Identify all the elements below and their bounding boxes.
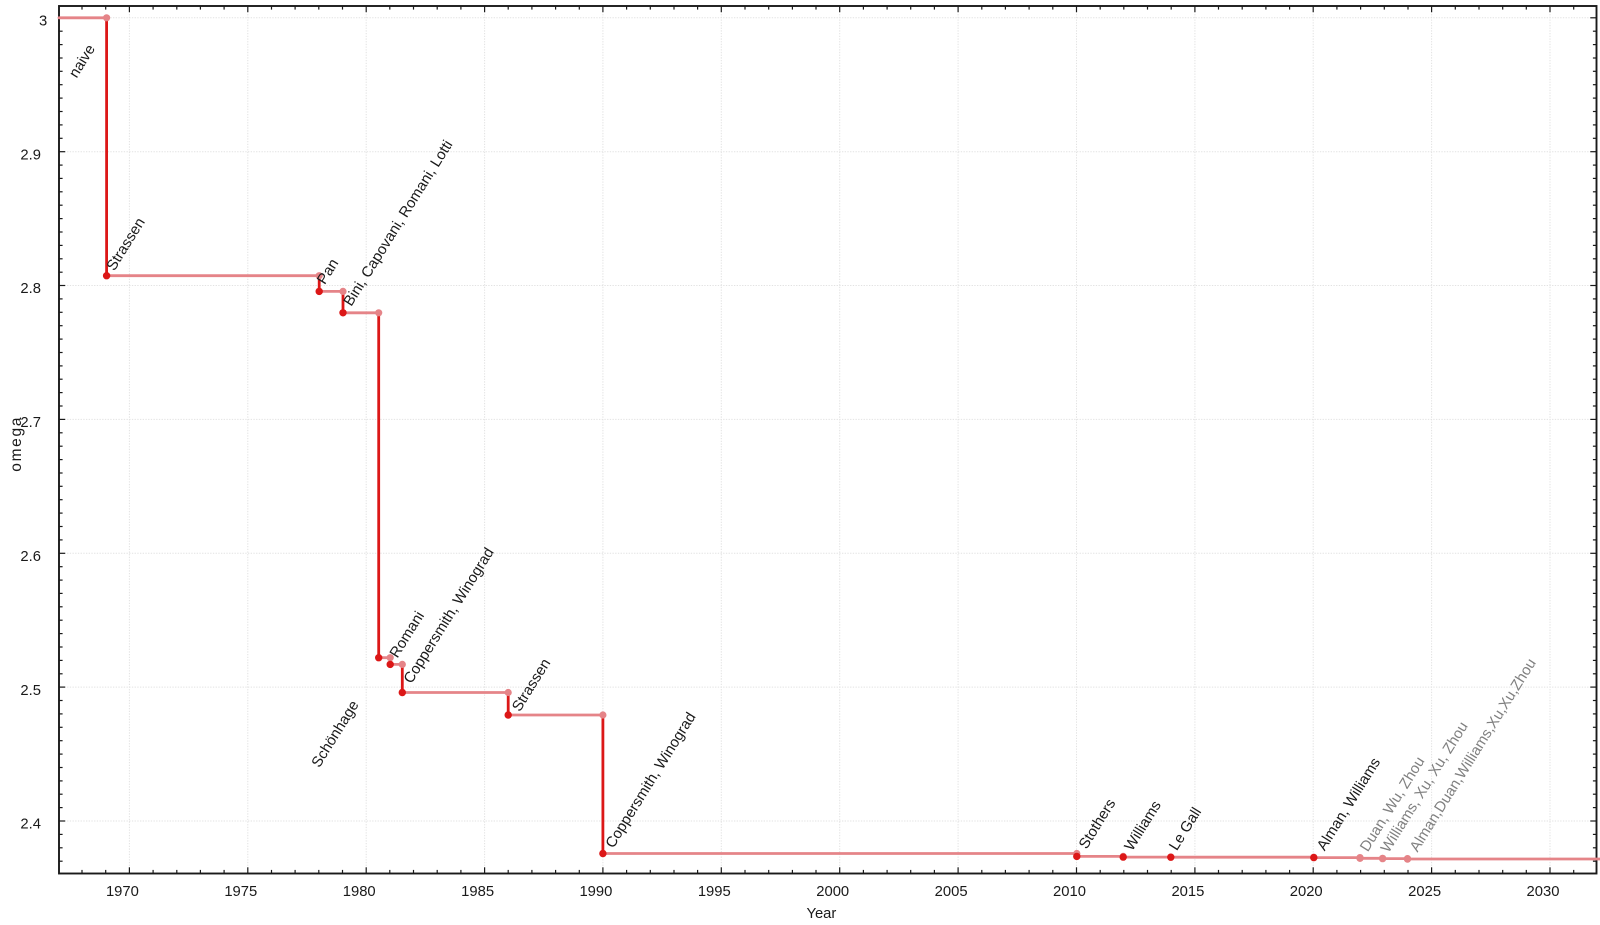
- svg-text:Year: Year: [806, 906, 836, 920]
- svg-text:1990: 1990: [579, 884, 612, 900]
- svg-text:2020: 2020: [1290, 884, 1323, 900]
- svg-text:2.7: 2.7: [20, 415, 41, 431]
- svg-text:2.6: 2.6: [20, 549, 41, 565]
- svg-text:2.5: 2.5: [20, 683, 41, 699]
- svg-text:2030: 2030: [1527, 884, 1560, 900]
- svg-text:1980: 1980: [343, 884, 376, 900]
- svg-text:1985: 1985: [461, 884, 494, 900]
- svg-text:2015: 2015: [1171, 884, 1204, 900]
- svg-text:1975: 1975: [224, 884, 257, 900]
- svg-text:2025: 2025: [1408, 884, 1441, 900]
- svg-text:2.4: 2.4: [20, 817, 41, 833]
- svg-text:1970: 1970: [106, 884, 139, 900]
- svg-text:1995: 1995: [698, 884, 731, 900]
- svg-text:2005: 2005: [935, 884, 968, 900]
- svg-text:2010: 2010: [1053, 884, 1086, 900]
- svg-text:omega: omega: [8, 416, 25, 472]
- svg-text:2.8: 2.8: [20, 281, 41, 297]
- svg-text:2000: 2000: [816, 884, 849, 900]
- svg-text:3: 3: [39, 13, 47, 29]
- svg-text:2.9: 2.9: [20, 147, 41, 163]
